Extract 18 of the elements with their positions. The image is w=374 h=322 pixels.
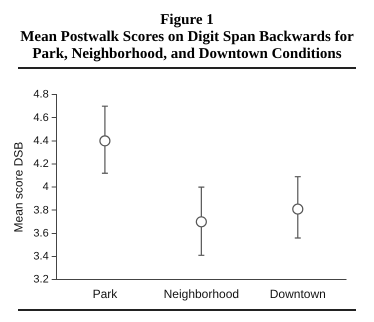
x-tick-label: Downtown	[270, 287, 326, 302]
chart-subtitle: Mean Postwalk Scores on Digit Span Backwards for Park, Neighborhood, and Downtown Conditions	[19, 29, 355, 63]
y-tick-label: 4.8	[33, 88, 49, 101]
chart-title: Figure 1	[159, 12, 215, 29]
point	[196, 216, 207, 228]
y-axis-title: Mean score DSB	[12, 142, 26, 232]
x-tick-label: Park	[92, 287, 118, 302]
y-tick-label: 3.8	[33, 204, 49, 216]
point	[292, 203, 304, 215]
y-tick-label: 3.6	[33, 227, 49, 240]
y-tick-label: 4.2	[33, 158, 49, 170]
y-tick-label: 3.4	[33, 250, 49, 263]
x-tick-label: Neighborhood	[164, 287, 240, 302]
point	[99, 135, 111, 146]
y-tick-label: 4.4	[33, 134, 49, 147]
y-tick-label: 4	[42, 181, 49, 194]
y-tick-label: 3.2	[33, 274, 49, 286]
y-tick-label: 4.6	[33, 112, 49, 124]
